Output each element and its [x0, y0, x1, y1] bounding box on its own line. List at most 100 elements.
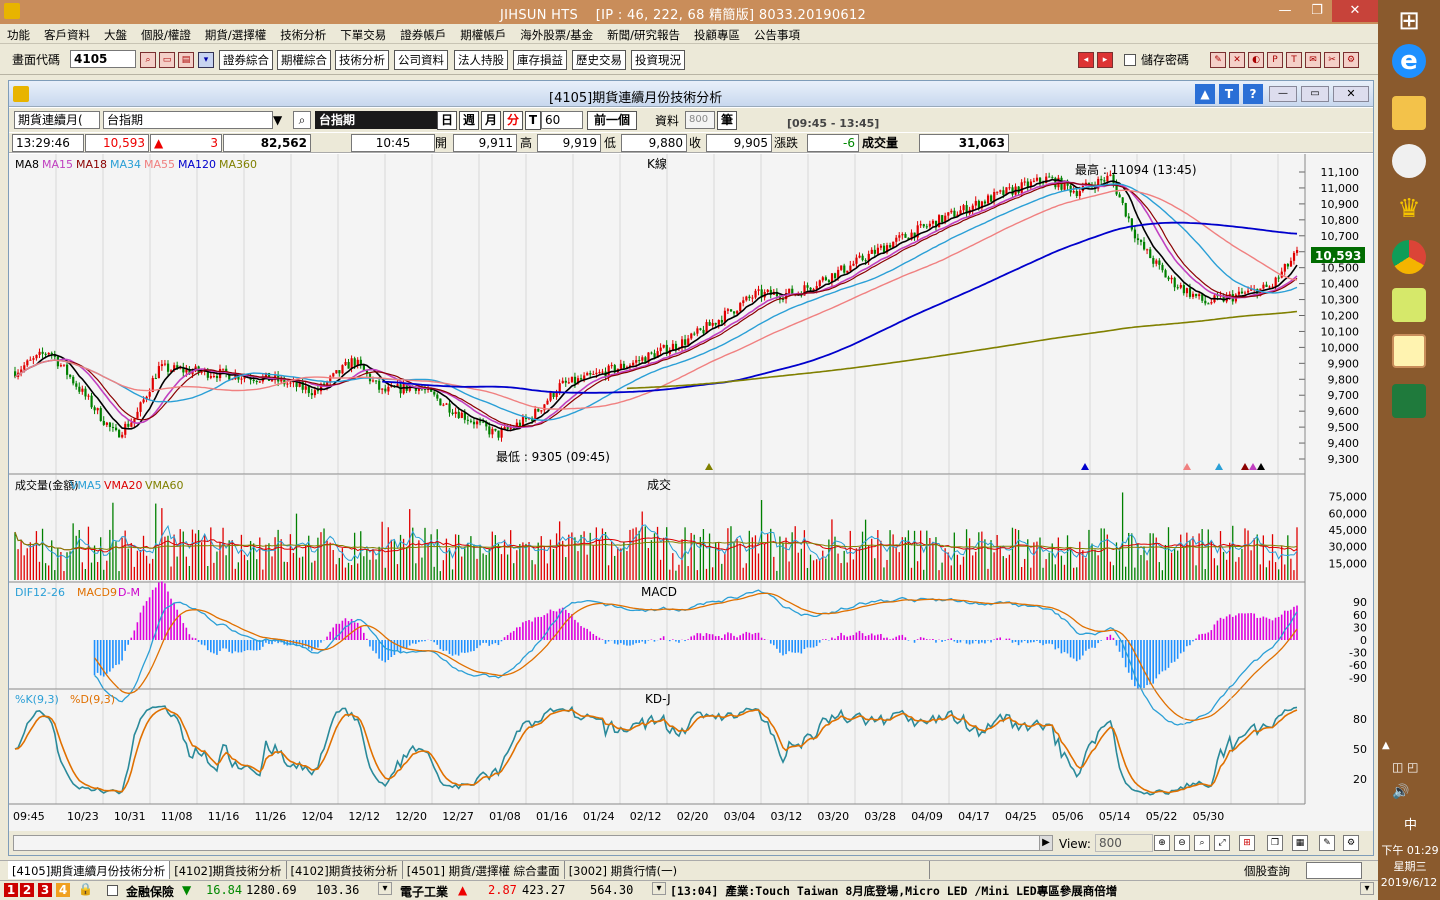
tab-4105[interactable]: [4105]期貨連續月份技術分析: [8, 861, 171, 879]
close-button[interactable]: ✕: [1332, 0, 1378, 22]
sticky-notes-icon[interactable]: [1392, 288, 1426, 322]
tool-icon[interactable]: ✉: [1305, 52, 1321, 68]
restore-button[interactable]: ❐: [1311, 3, 1323, 18]
copy-icon[interactable]: ❐: [1267, 835, 1283, 851]
status-num-4[interactable]: 4: [56, 883, 70, 897]
ime-indicator[interactable]: 中: [1404, 818, 1418, 833]
menu-item[interactable]: 技術分析: [280, 28, 327, 42]
menu-item[interactable]: 下單交易: [340, 28, 387, 42]
tool-icon[interactable]: ✕: [1229, 52, 1245, 68]
zoom-out-icon[interactable]: ⊖: [1174, 835, 1190, 851]
excel-icon[interactable]: [1392, 384, 1426, 418]
menu-item[interactable]: 個股/權證: [141, 28, 191, 42]
menu-item[interactable]: 期權帳戶: [460, 28, 507, 42]
tray-up-icon[interactable]: ▲: [1382, 740, 1390, 751]
prev-button[interactable]: 前一個: [587, 111, 637, 130]
status-num-1[interactable]: 1: [4, 883, 18, 897]
indicator-icon[interactable]: ⊞: [1239, 835, 1255, 851]
window-icon[interactable]: ▭: [159, 52, 175, 68]
menu-item[interactable]: 期貨/選擇權: [204, 28, 267, 42]
ie-icon[interactable]: e: [1392, 44, 1426, 78]
tool-icon[interactable]: T: [1286, 52, 1302, 68]
zoom-fit-icon[interactable]: ⌕: [1194, 835, 1210, 851]
forward-icon[interactable]: ▸: [1097, 52, 1113, 68]
search-icon[interactable]: ⌕: [293, 111, 311, 129]
tool-icon[interactable]: ⚙: [1343, 52, 1359, 68]
draw-icon[interactable]: ✎: [1319, 835, 1335, 851]
chrome-icon[interactable]: [1392, 240, 1426, 274]
tray-icons[interactable]: ◫ ◰: [1392, 760, 1419, 774]
jihsun-icon[interactable]: [1392, 334, 1426, 368]
save-password-checkbox[interactable]: [1124, 54, 1136, 66]
toolbar-button[interactable]: 投資現況: [631, 50, 685, 70]
toolbar-button[interactable]: 法人持股: [454, 50, 508, 70]
menu-item[interactable]: 證券帳戶: [400, 28, 447, 42]
paint-icon[interactable]: [1392, 144, 1426, 178]
chart-scrollbar[interactable]: [13, 835, 1041, 851]
product-type-select[interactable]: 期貨連續月(: [14, 111, 100, 129]
tool-icon[interactable]: ◐: [1248, 52, 1264, 68]
data-count-input[interactable]: 800: [685, 111, 715, 129]
toolbar-button[interactable]: 證券綜合: [219, 50, 273, 70]
chart-area[interactable]: K線 MA8 MA15 MA18 MA34 MA55 MA120 MA360 11,100 1…: [9, 154, 1373, 831]
menu-item[interactable]: 功能: [7, 28, 30, 42]
period-month-button[interactable]: 月: [481, 111, 501, 130]
period-day-button[interactable]: 日: [437, 111, 457, 130]
toolbar-button[interactable]: 庫存損益: [513, 50, 567, 70]
tool-icon[interactable]: ✂: [1324, 52, 1340, 68]
status-num-3[interactable]: 3: [38, 883, 52, 897]
unit-button[interactable]: 筆: [717, 111, 737, 130]
inner-close-button[interactable]: ✕: [1333, 86, 1369, 102]
stock-query-input[interactable]: [1306, 862, 1362, 879]
period-tick-button[interactable]: T: [525, 111, 541, 130]
dropdown-icon[interactable]: ▾: [198, 52, 214, 68]
scroll-right-icon[interactable]: ▶: [1039, 835, 1053, 851]
status-checkbox[interactable]: [107, 885, 118, 896]
period-week-button[interactable]: 週: [459, 111, 479, 130]
view-value[interactable]: 800: [1095, 834, 1153, 852]
start-icon[interactable]: ⊞: [1398, 6, 1420, 36]
folder-icon[interactable]: [1392, 96, 1426, 130]
text-icon[interactable]: T: [1219, 84, 1239, 104]
tab-4501[interactable]: [4501] 期貨/選擇權 綜合畫面: [403, 861, 565, 879]
menu-item[interactable]: 投顧專區: [694, 28, 740, 42]
news-ticker[interactable]: [13:04] 產業:Touch Taiwan 8月底登場,Micro LED …: [670, 884, 1118, 898]
sector2-dropdown-icon[interactable]: ▾: [652, 882, 666, 895]
minutes-select[interactable]: 60: [541, 111, 583, 129]
tab-4102b[interactable]: [4102]期貨技術分析: [287, 861, 403, 879]
crown-icon[interactable]: ♛: [1397, 194, 1421, 224]
layout-icon[interactable]: ▦: [1292, 835, 1308, 851]
news-dropdown-icon[interactable]: ▾: [1360, 882, 1374, 895]
lock-icon[interactable]: 🔒: [78, 882, 93, 896]
symbol-input[interactable]: 台指期: [103, 111, 273, 129]
pan-icon[interactable]: ⤢: [1214, 835, 1230, 851]
status-num-2[interactable]: 2: [20, 883, 34, 897]
help-icon[interactable]: ?: [1243, 84, 1263, 104]
up-arrow-icon[interactable]: ▲: [1195, 84, 1215, 104]
inner-minimize-button[interactable]: —: [1269, 86, 1297, 102]
settings-icon[interactable]: ⚙: [1343, 835, 1359, 851]
menu-item[interactable]: 客戶資料: [44, 28, 90, 42]
symbol-dropdown-icon[interactable]: ▼: [273, 113, 283, 127]
volume-icon[interactable]: 🔊: [1392, 784, 1410, 800]
zoom-in-icon[interactable]: ⊕: [1154, 835, 1170, 851]
toolbar-button[interactable]: 期權綜合: [277, 50, 331, 70]
menu-item[interactable]: 大盤: [104, 28, 127, 42]
tab-3002[interactable]: [3002] 期貨行情(一): [565, 861, 930, 879]
back-icon[interactable]: ◂: [1078, 52, 1094, 68]
screen-code-input[interactable]: 4105: [70, 50, 136, 68]
chart-canvas[interactable]: K線 MA8 MA15 MA18 MA34 MA55 MA120 MA360 11,100 1…: [9, 154, 1373, 831]
tool-icon[interactable]: P: [1267, 52, 1283, 68]
toolbar-button[interactable]: 技術分析: [335, 50, 389, 70]
toolbar-button[interactable]: 公司資料: [394, 50, 448, 70]
menu-item[interactable]: 海外股票/基金: [520, 28, 594, 42]
period-minute-button[interactable]: 分: [503, 111, 523, 130]
toolbar-button[interactable]: 歷史交易: [572, 50, 626, 70]
search-icon[interactable]: ⌕: [140, 52, 156, 68]
sector1-dropdown-icon[interactable]: ▾: [378, 882, 392, 895]
menu-item[interactable]: 公告事項: [754, 28, 800, 42]
tab-4102[interactable]: [4102]期貨技術分析: [170, 861, 287, 879]
tool-icon[interactable]: ✎: [1210, 52, 1226, 68]
minimize-button[interactable]: —: [1278, 3, 1292, 18]
clock-time[interactable]: 下午 01:29: [1381, 844, 1439, 857]
